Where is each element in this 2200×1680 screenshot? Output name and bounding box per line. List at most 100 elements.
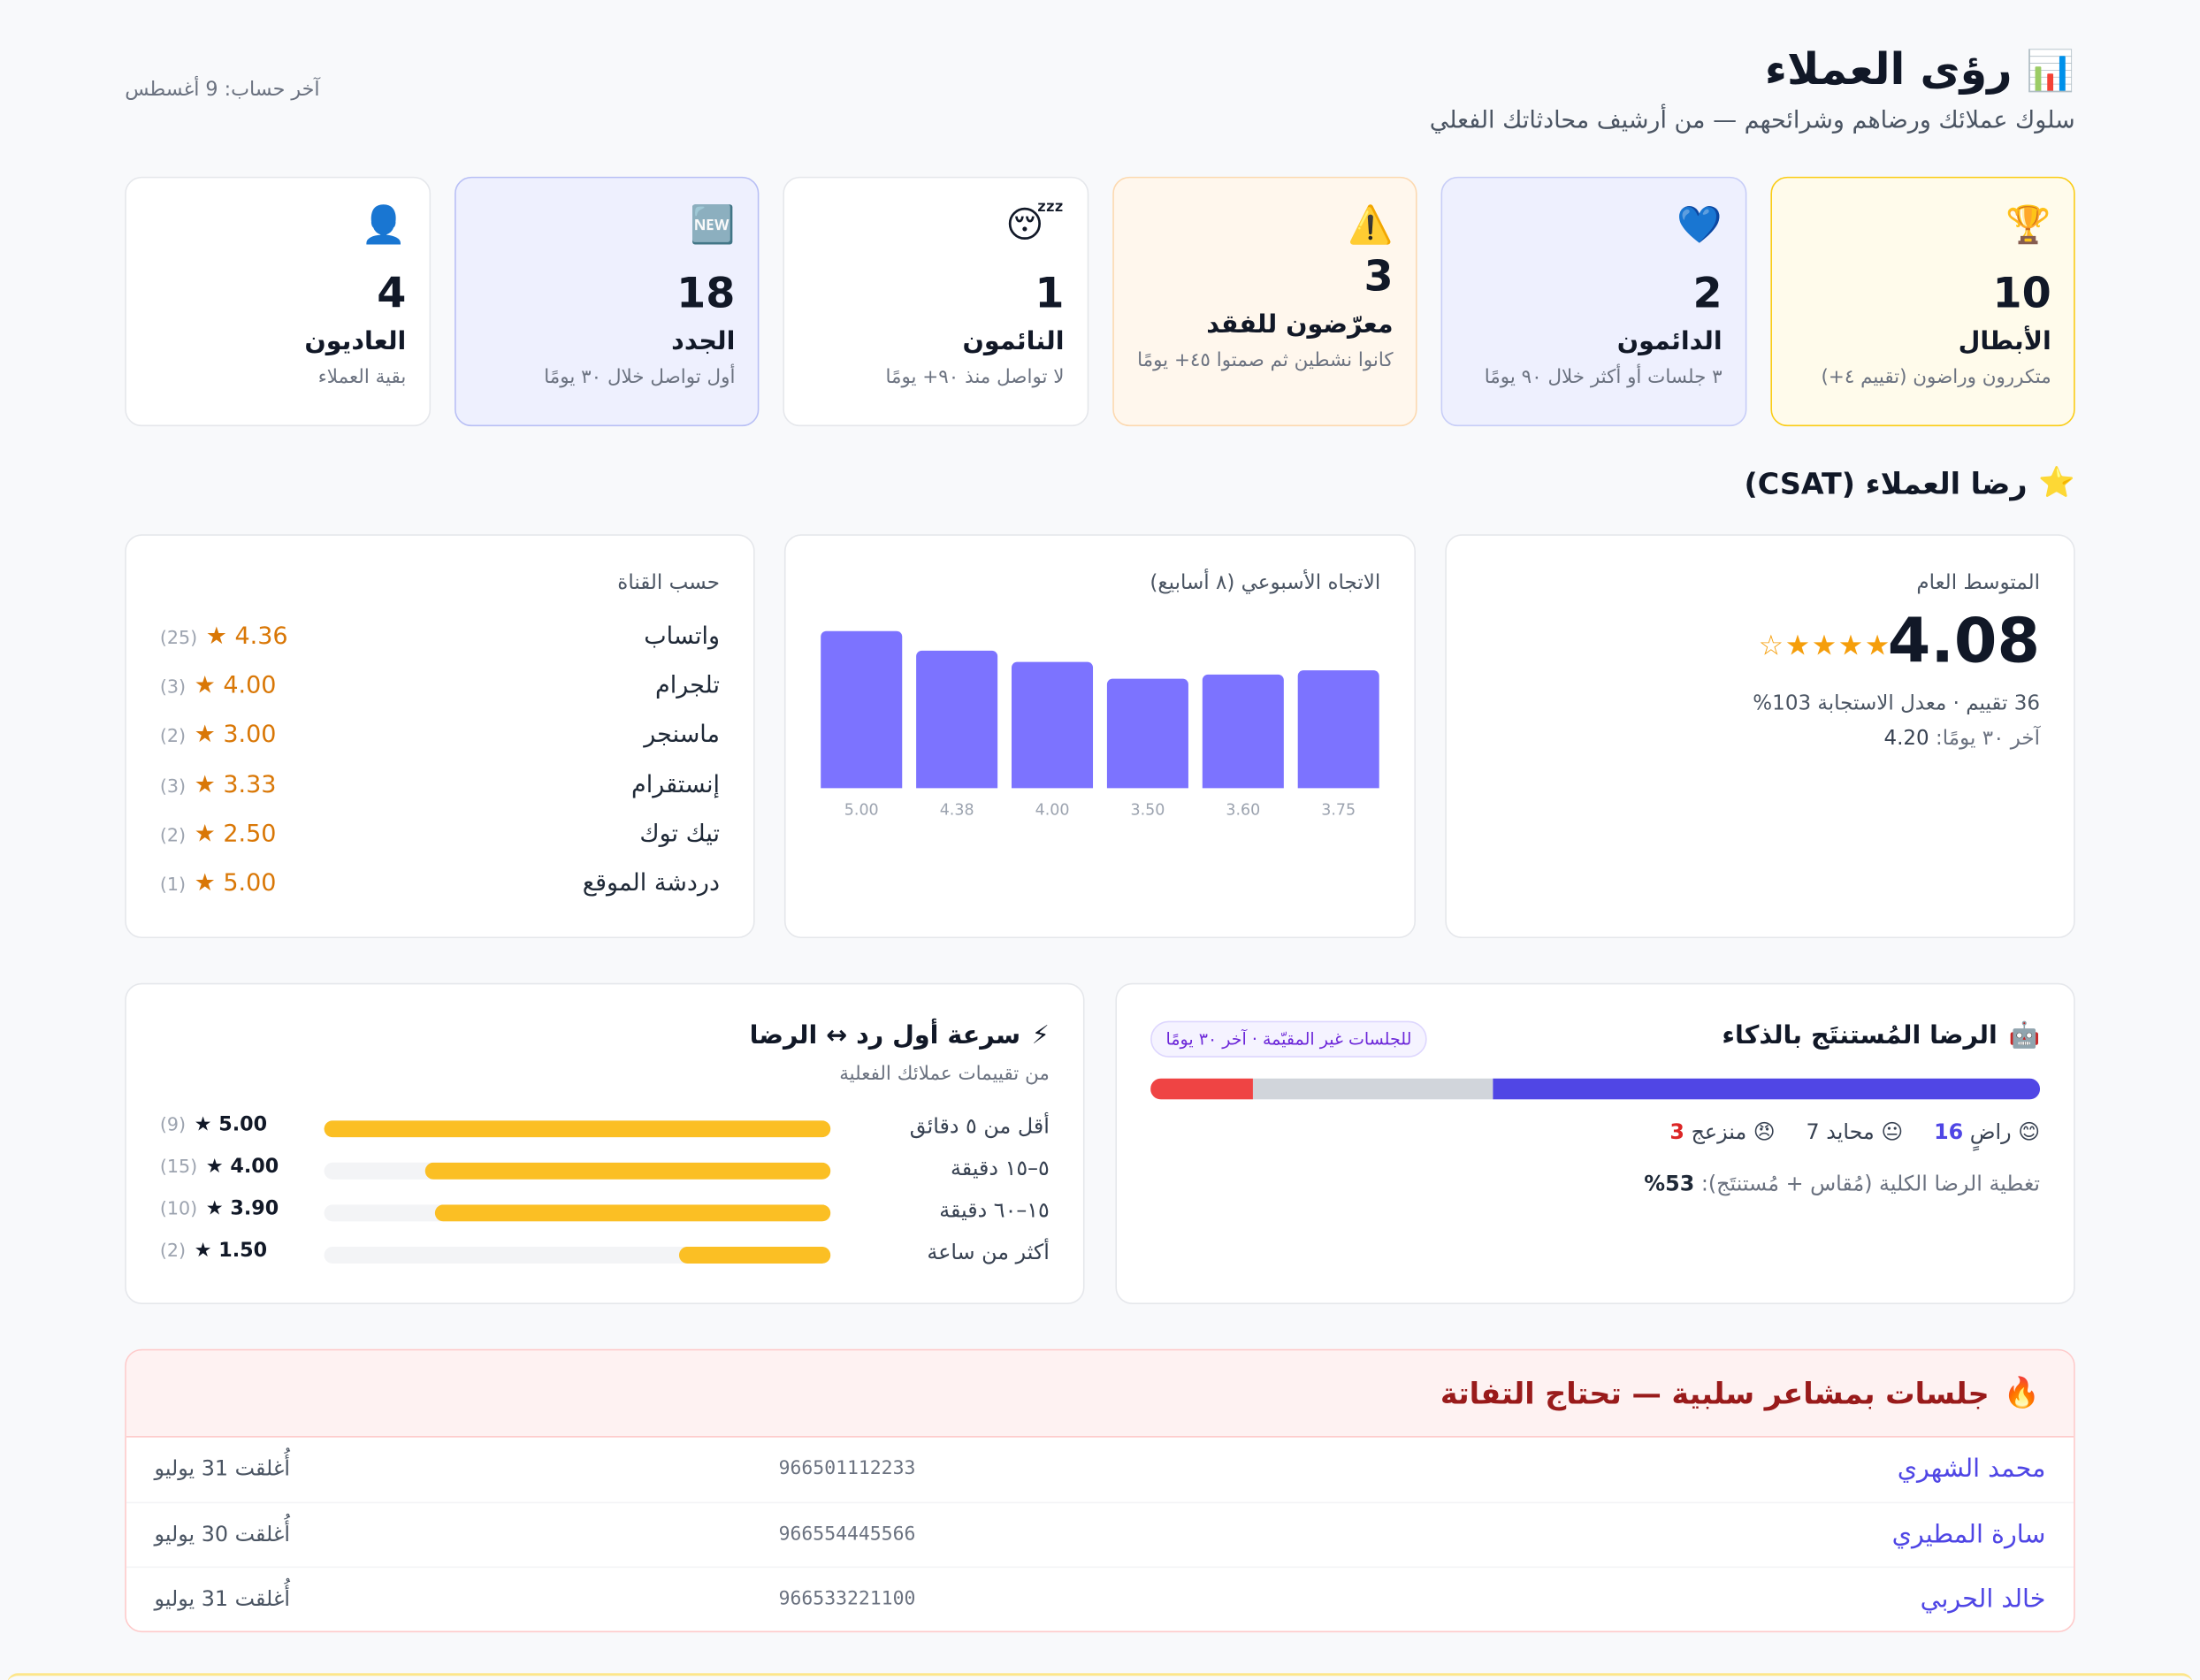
csat-trend-panel: الاتجاه الأسبوعي (٨ أسابيع) 5.00 4.38 4.00… <box>783 534 1416 939</box>
channel-row: ماسنجر (2) ★ 3.00 <box>160 718 720 752</box>
speed-bucket: أقل من ٥ دقائق <box>909 1113 1050 1139</box>
neutral-face-icon: 😐 <box>1881 1119 1904 1145</box>
channel-score: ★ 4.36 <box>205 622 288 651</box>
segment-desc: بقية العملاء <box>317 365 407 389</box>
segment-count: 3 <box>1364 252 1394 302</box>
trend-bar-column: 4.38 <box>916 603 998 819</box>
speed-count: (2) <box>159 1241 187 1263</box>
trend-bar-column: 3.60 <box>1202 603 1284 819</box>
overall-score: 4.08 <box>1887 606 2041 678</box>
trend-bar <box>1012 662 1094 789</box>
speed-row: ٥–١٥ دقيقة (15) ★ 4.00 <box>160 1156 1050 1187</box>
channel-row: إنستقرام (3) ★ 3.33 <box>160 768 720 802</box>
channel-score: ★ 3.33 <box>194 771 277 800</box>
trend-bar-label: 3.75 <box>1321 800 1356 820</box>
segment-count: 10 <box>1992 269 2051 319</box>
segment-card-new[interactable]: 🆕 18 الجدد أول تواصل خلال ٣٠ يومًا <box>454 176 760 427</box>
trend-bar-column: 4.00 <box>1012 603 1094 819</box>
closed-date: أُغلقت 30 يوليو <box>154 1521 290 1546</box>
trend-bar <box>1106 678 1188 789</box>
page-header: 📊 رؤى العملاء سلوك عملائك ورضاهم وشرائحه… <box>125 42 2075 143</box>
channel-label: حسب القناة <box>617 572 720 595</box>
customer-name-link[interactable]: خالد الحربي <box>1920 1585 2046 1615</box>
segment-card-sleeping[interactable]: 😴 1 النائمون لا تواصل منذ ٩٠+ يومًا <box>783 176 1089 427</box>
channel-name: دردشة الموقع <box>582 869 720 898</box>
channel-row: دردشة الموقع (1) ★ 5.00 <box>160 867 720 900</box>
segment-desc: ٣ جلسات أو أكثر خلال ٩٠ يومًا <box>1484 365 1723 389</box>
channel-row: تلجرام (3) ★ 4.00 <box>160 669 720 703</box>
sleeping-face-icon: 😴 <box>1005 204 1065 248</box>
robot-icon: 🤖 <box>2008 1020 2041 1050</box>
neutral-segment <box>1253 1078 1493 1100</box>
star-icon: ⭐ <box>2038 465 2075 500</box>
speed-bar-track <box>324 1162 831 1180</box>
segment-card-at-risk[interactable]: ⚠️ 3 معرّضون للفقد كانوا نشطين ثم صمتوا … <box>1111 176 1417 427</box>
segment-card-champions[interactable]: 🏆 10 الأبطال متكررون وراضون (تقييم ٤+) <box>1769 176 2075 427</box>
segment-name: الأبطال <box>1958 326 2051 356</box>
rating-stars: ★★★★☆ <box>1758 628 1891 662</box>
trend-bar-column: 3.75 <box>1297 603 1379 819</box>
last-30-days: آخر ٣٠ يومًا: 4.20 <box>1883 728 2041 751</box>
speed-bar-track <box>324 1246 831 1264</box>
speed-satisfaction-panel: ⚡ سرعة أول رد ↔ الرضا من تقييمات عملائك … <box>125 982 1085 1304</box>
speed-row: أكثر من ساعة (2) ★ 1.50 <box>160 1240 1050 1271</box>
overall-label: المتوسط العام <box>1916 572 2041 595</box>
speed-bar-track <box>324 1120 831 1138</box>
channel-name: واتساب <box>644 622 720 651</box>
channel-name: تلجرام <box>655 671 720 700</box>
trend-bar-label: 5.00 <box>844 800 879 820</box>
customer-name-link[interactable]: محمد الشهري <box>1897 1454 2046 1484</box>
customer-phone: 966533221100 <box>778 1587 916 1611</box>
channel-name: ماسنجر <box>644 721 720 749</box>
speed-score: ★ 1.50 <box>194 1240 268 1263</box>
channel-count: (2) <box>159 726 187 748</box>
csat-section-title: ⭐ رضا العملاء (CSAT) <box>1744 465 2075 500</box>
ai-satisfaction-title: 🤖 الرضا المُستنتَج بالذكاء <box>1722 1020 2041 1050</box>
fire-icon: 🔥 <box>2003 1375 2041 1409</box>
blue-heart-icon: 💙 <box>1677 204 1723 248</box>
speed-bar-track <box>324 1204 831 1222</box>
speed-bucket: ٥–١٥ دقيقة <box>951 1155 1050 1181</box>
segment-name: النائمون <box>962 326 1065 356</box>
legend-annoyed: 😠 منزعج 3 <box>1669 1119 1776 1145</box>
warning-icon: ⚠️ <box>1348 204 1394 248</box>
segment-card-loyal[interactable]: 💙 2 الدائمون ٣ جلسات أو أكثر خلال ٩٠ يوم… <box>1440 176 1746 427</box>
segment-cards: 🏆 10 الأبطال متكررون وراضون (تقييم ٤+) 💙… <box>125 176 2075 427</box>
segment-desc: أول تواصل خلال ٣٠ يومًا <box>544 365 736 389</box>
segment-name: معرّضون للفقد <box>1206 309 1394 340</box>
segment-count: 1 <box>1035 269 1065 319</box>
speed-bar-fill <box>678 1246 831 1264</box>
legend-neutral: 😐 محايد 7 <box>1806 1119 1904 1145</box>
next-panel-edge <box>6 1673 2194 1680</box>
speed-score: ★ 5.00 <box>194 1113 268 1136</box>
smiling-face-icon: 😊 <box>2018 1119 2041 1145</box>
customer-name-link[interactable]: سارة المطيري <box>1891 1519 2046 1549</box>
channel-count: (3) <box>159 677 187 699</box>
speed-bucket: أكثر من ساعة <box>927 1240 1050 1265</box>
session-row[interactable]: محمد الشهري 966501112233 أُغلقت 31 يوليو <box>126 1438 2074 1503</box>
speed-bar-fill <box>435 1204 831 1222</box>
csat-overall-panel: المتوسط العام 4.08 ★★★★☆ 36 تقييم · معدل… <box>1445 534 2075 939</box>
satisfied-segment <box>1493 1078 2041 1100</box>
segment-count: 4 <box>377 269 407 319</box>
session-row[interactable]: سارة المطيري 966554445566 أُغلقت 30 يولي… <box>126 1503 2074 1569</box>
segment-desc: متكررون وراضون (تقييم ٤+) <box>1821 365 2051 389</box>
trend-bar-column: 5.00 <box>821 603 903 819</box>
trend-bar <box>1297 670 1379 789</box>
sentiment-stack-bar <box>1150 1078 2041 1100</box>
speed-count: (9) <box>159 1114 187 1136</box>
channel-count: (2) <box>159 826 187 847</box>
page-subtitle: سلوك عملائك ورضاهم وشرائحهم — من أرشيف م… <box>1429 106 2075 135</box>
lightning-icon: ⚡ <box>1031 1020 1050 1050</box>
closed-date: أُغلقت 31 يوليو <box>154 1586 290 1612</box>
customer-phone: 966501112233 <box>778 1456 916 1480</box>
segment-count: 18 <box>676 269 736 319</box>
speed-title: ⚡ سرعة أول رد ↔ الرضا <box>749 1020 1050 1050</box>
segment-desc: لا تواصل منذ ٩٠+ يومًا <box>885 365 1065 389</box>
segment-name: العاديون <box>304 326 407 356</box>
rating-meta: 36 تقييم · معدل الاستجابة 103% <box>1753 692 2041 715</box>
segment-card-regular[interactable]: 👤 4 العاديون بقية العملاء <box>125 176 431 427</box>
channel-score: ★ 3.00 <box>194 721 277 749</box>
session-row[interactable]: خالد الحربي 966533221100 أُغلقت 31 يوليو <box>126 1568 2074 1630</box>
last-calculation: آخر حساب: 9 أغسطس <box>125 78 320 102</box>
